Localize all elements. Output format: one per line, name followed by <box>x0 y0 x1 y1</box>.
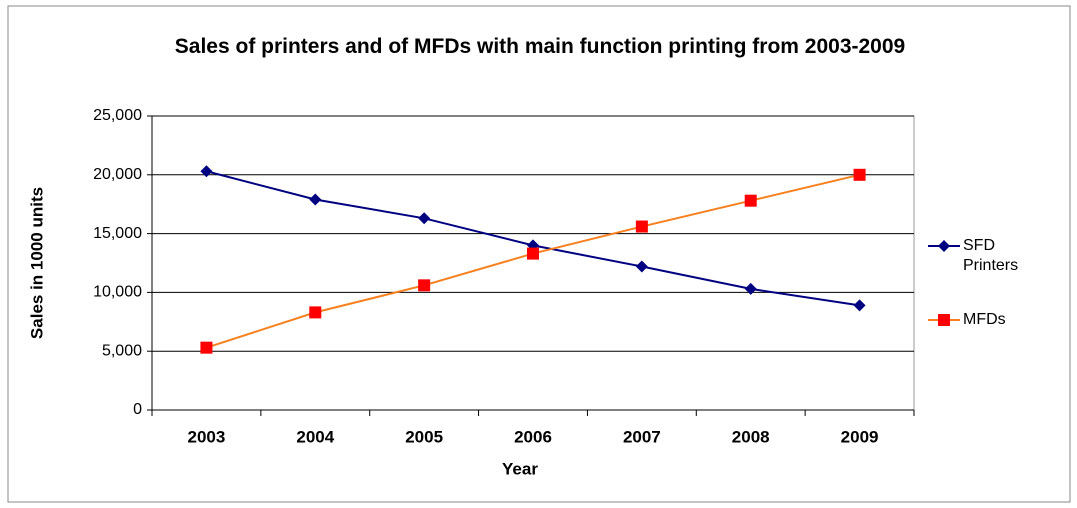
x-tick-label: 2007 <box>623 427 661 446</box>
data-point <box>853 299 866 312</box>
y-tick-label: 0 <box>133 401 142 418</box>
data-point <box>744 194 757 207</box>
x-axis-title: Year <box>502 459 538 478</box>
chart-frame <box>7 5 1071 503</box>
data-point <box>309 306 322 319</box>
legend-label: SFD Printers <box>963 237 1019 274</box>
x-tick-label: 2003 <box>188 427 226 446</box>
y-tick-label: 20,000 <box>93 166 142 183</box>
x-tick-label: 2009 <box>841 427 879 446</box>
data-point <box>853 168 866 181</box>
y-tick-label: 10,000 <box>93 284 142 301</box>
data-point <box>635 220 648 233</box>
y-tick-label: 5,000 <box>102 342 142 359</box>
data-point <box>527 247 539 260</box>
x-tick-label: 2006 <box>514 427 552 446</box>
plot-area <box>151 115 915 411</box>
data-point <box>418 279 431 292</box>
chart-title: Sales of printers and of MFDs with main … <box>174 35 906 58</box>
legend-marker <box>938 314 950 326</box>
data-point <box>744 282 757 295</box>
x-tick-label: 2004 <box>296 427 334 446</box>
data-point <box>418 212 431 225</box>
y-axis-title: Sales in 1000 units <box>27 187 46 339</box>
data-point <box>635 260 648 273</box>
data-point <box>309 193 322 206</box>
data-point <box>200 341 213 354</box>
data-point <box>200 165 213 178</box>
x-tick-label: 2005 <box>405 427 443 446</box>
x-tick-label: 2008 <box>732 427 770 446</box>
y-tick-label: 25,000 <box>93 107 142 124</box>
legend-marker <box>938 240 950 252</box>
y-tick-label: 15,000 <box>93 225 142 242</box>
legend-label: MFDs <box>963 311 1006 328</box>
